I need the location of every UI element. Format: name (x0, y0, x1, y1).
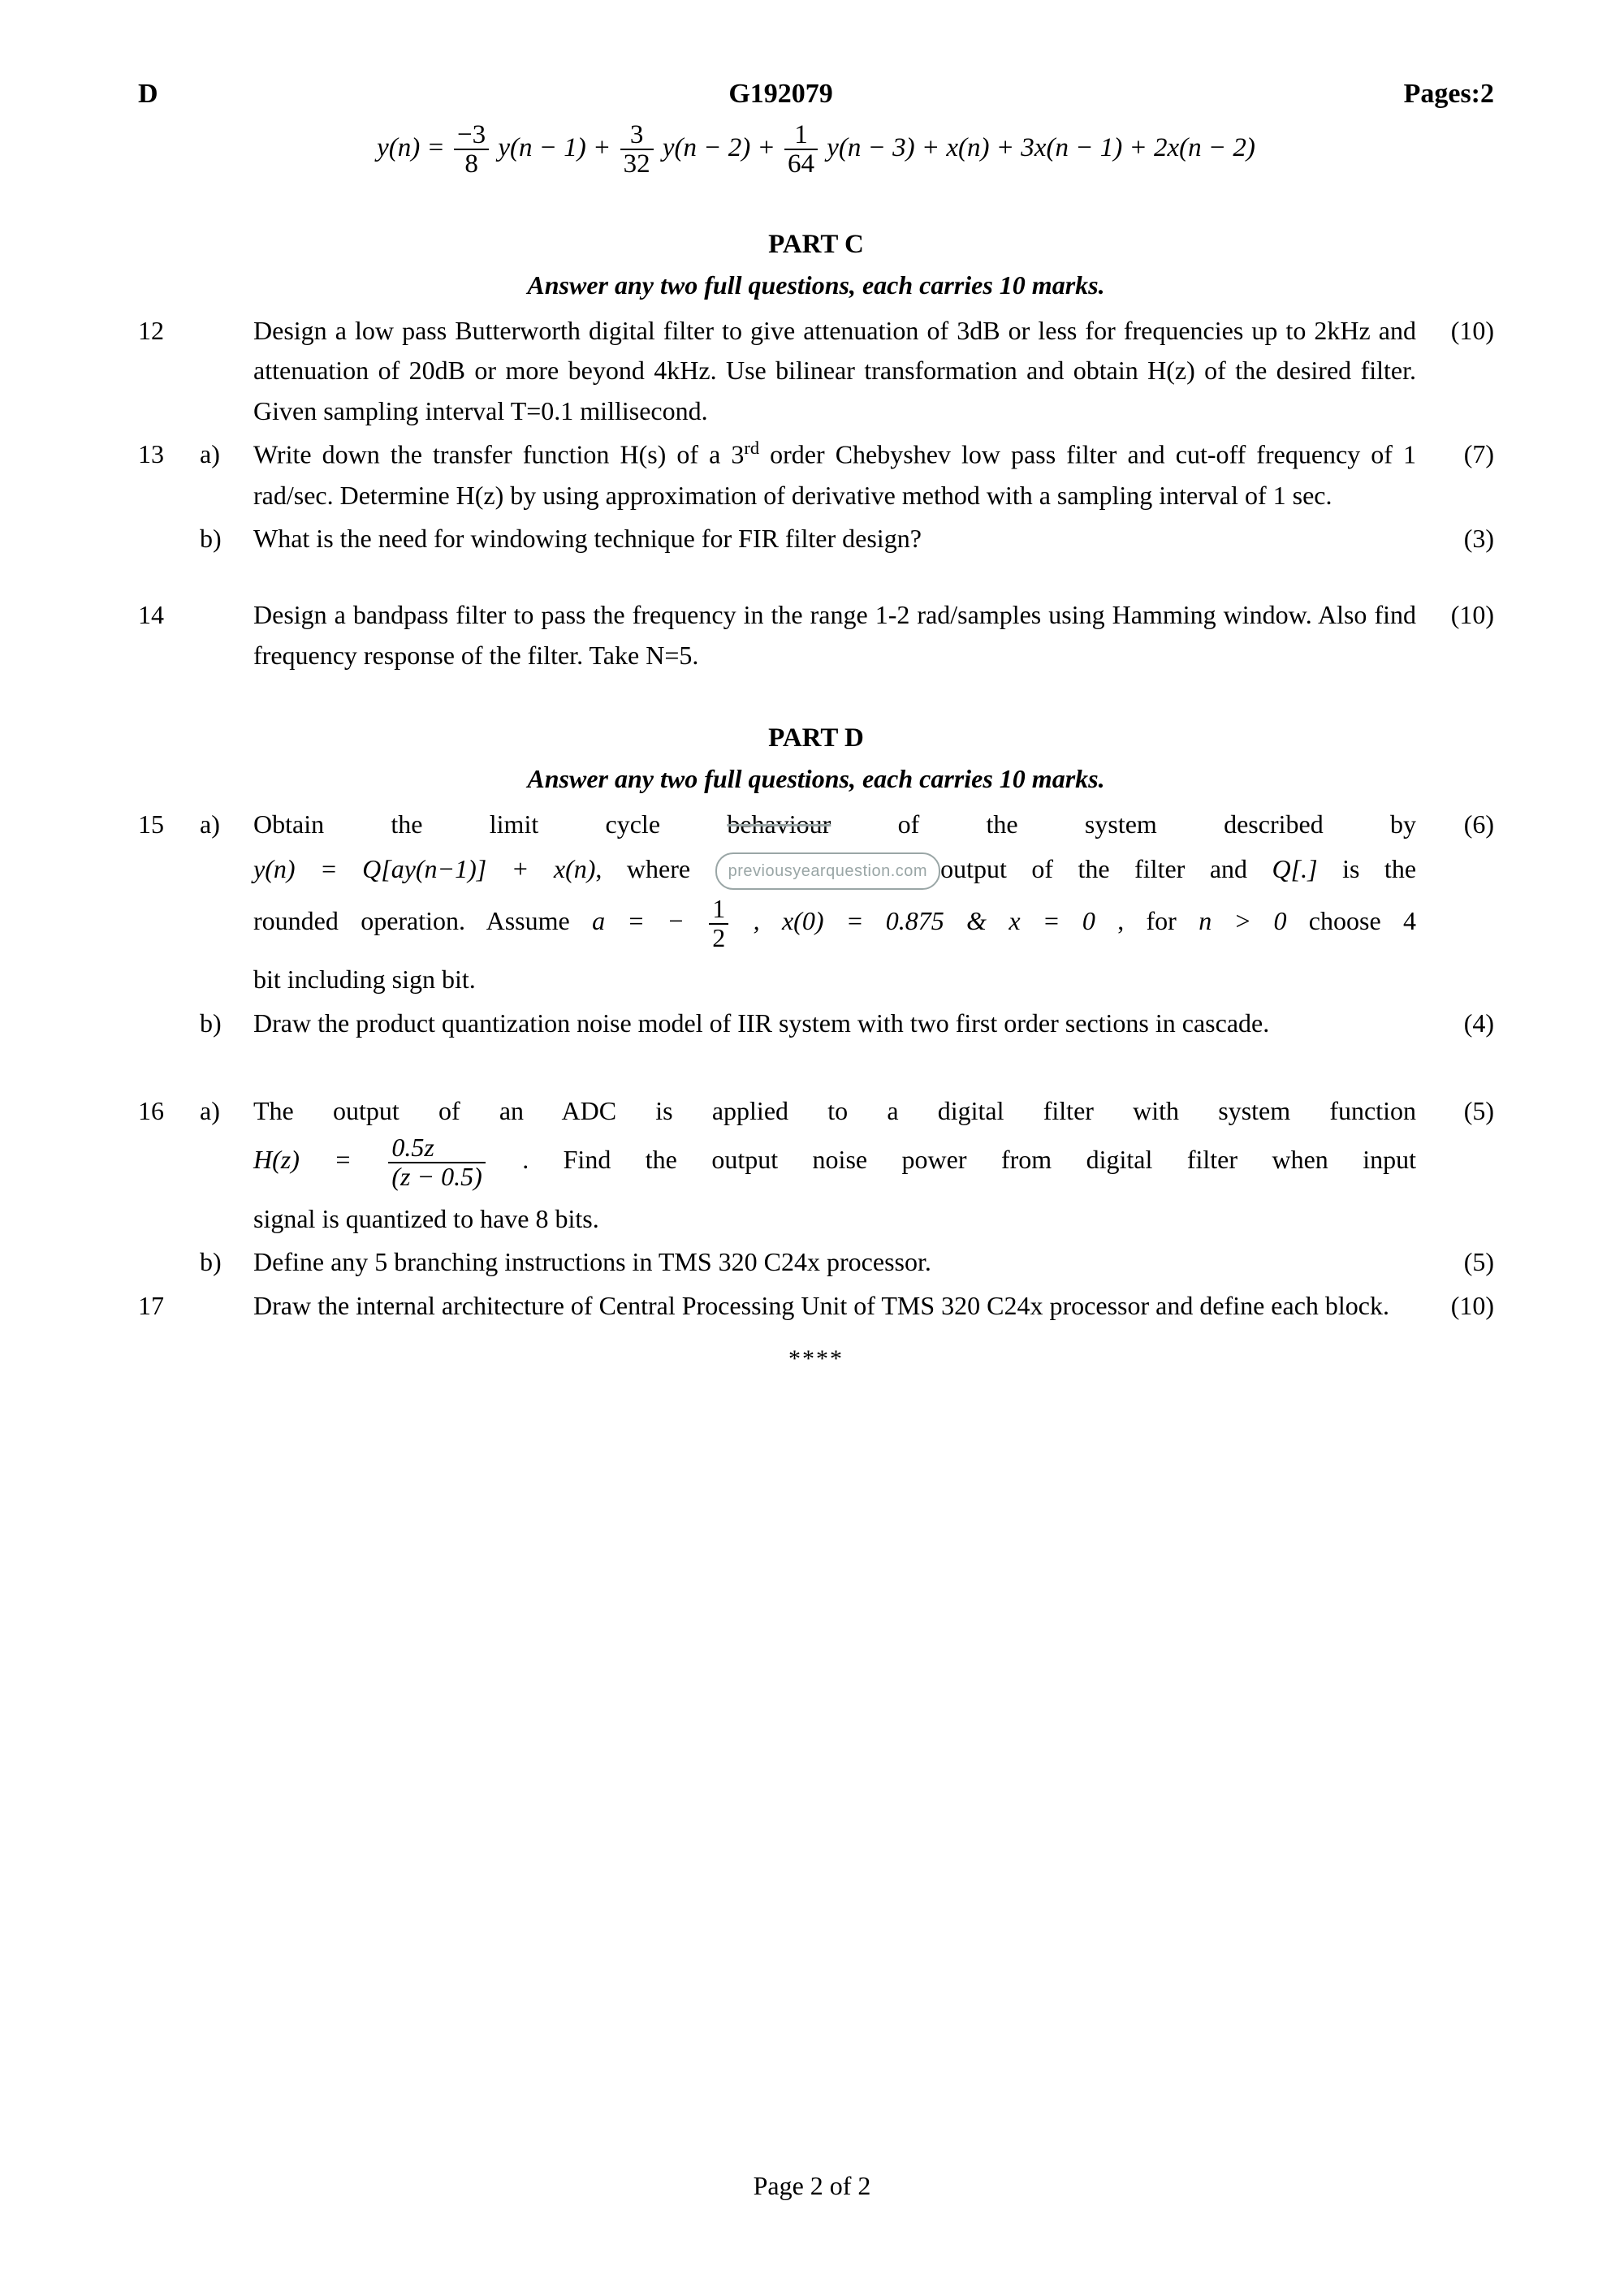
q12-marks: (10) (1421, 311, 1494, 432)
q14-marks: (10) (1421, 595, 1494, 675)
header-center: G192079 (728, 73, 832, 116)
question-16b: b) Define any 5 branching instructions i… (138, 1242, 1494, 1283)
q16-number: 16 (138, 1091, 195, 1239)
q15b-text: Draw the product quantization noise mode… (253, 1003, 1416, 1044)
part-d-subtitle: Answer any two full questions, each carr… (138, 759, 1494, 800)
q15b-sub: b) (200, 1003, 248, 1044)
page-footer: Page 2 of 2 (0, 2166, 1624, 2207)
q13b-sub: b) (200, 519, 248, 559)
header-left: D (138, 73, 158, 116)
question-17: 17 Draw the internal architecture of Cen… (138, 1286, 1494, 1327)
q14-text: Design a bandpass filter to pass the fre… (253, 595, 1416, 675)
question-15b: b) Draw the product quantization noise m… (138, 1003, 1494, 1044)
part-d-title: PART D (138, 718, 1494, 759)
question-13b: b) What is the need for windowing techni… (138, 519, 1494, 559)
q12-text: Design a low pass Butterworth digital fi… (253, 311, 1416, 432)
question-13a: 13 a) Write down the transfer function H… (138, 434, 1494, 516)
q15a-text: Obtain the limit cycle behaviour of the … (253, 805, 1416, 1000)
end-stars: **** (138, 1340, 1494, 1379)
header-right: Pages:2 (1404, 73, 1494, 116)
q16b-sub: b) (200, 1242, 248, 1283)
q15-number: 15 (138, 805, 195, 1000)
q15a-frac: 1 2 (709, 896, 728, 952)
q12-number: 12 (138, 311, 195, 432)
q13-number: 13 (138, 434, 195, 516)
q13b-text: What is the need for windowing technique… (253, 519, 1416, 559)
q16b-marks: (5) (1421, 1242, 1494, 1283)
q13a-text: Write down the transfer function H(s) of… (253, 434, 1416, 516)
q15a-marks: (6) (1421, 805, 1494, 1000)
question-16a: 16 a) The output of an ADC is applied to… (138, 1091, 1494, 1239)
q16a-sub: a) (200, 1091, 248, 1239)
q13a-marks: (7) (1421, 434, 1494, 516)
question-14: 14 Design a bandpass filter to pass the … (138, 595, 1494, 675)
q17-number: 17 (138, 1286, 195, 1327)
q15b-marks: (4) (1421, 1003, 1494, 1044)
part-c-subtitle: Answer any two full questions, each carr… (138, 265, 1494, 306)
q17-marks: (10) (1421, 1286, 1494, 1327)
q17-text: Draw the internal architecture of Centra… (253, 1286, 1416, 1327)
q16a-marks: (5) (1421, 1091, 1494, 1239)
watermark-badge: previousyearquestion.com (715, 852, 940, 890)
q14-number: 14 (138, 595, 195, 675)
q16b-text: Define any 5 branching instructions in T… (253, 1242, 1416, 1283)
eq-frac3: 1 64 (784, 121, 818, 179)
q13a-sub: a) (200, 434, 248, 516)
question-15a: 15 a) Obtain the limit cycle behaviour o… (138, 805, 1494, 1000)
page-header: D G192079 Pages:2 (138, 73, 1494, 116)
q13b-marks: (3) (1421, 519, 1494, 559)
question-12: 12 Design a low pass Butterworth digital… (138, 311, 1494, 432)
top-equation: y(n) = −3 8 y(n − 1) + 3 32 y(n − 2) + 1… (138, 121, 1494, 179)
eq-frac1: −3 8 (454, 121, 489, 179)
part-c-title: PART C (138, 224, 1494, 265)
q15a-sub: a) (200, 805, 248, 1000)
eq-lhs: y(n) = (377, 133, 451, 162)
q16a-text: The output of an ADC is applied to a dig… (253, 1091, 1416, 1239)
q16a-frac: 0.5z (z − 0.5) (388, 1134, 485, 1190)
eq-frac2: 3 32 (620, 121, 654, 179)
